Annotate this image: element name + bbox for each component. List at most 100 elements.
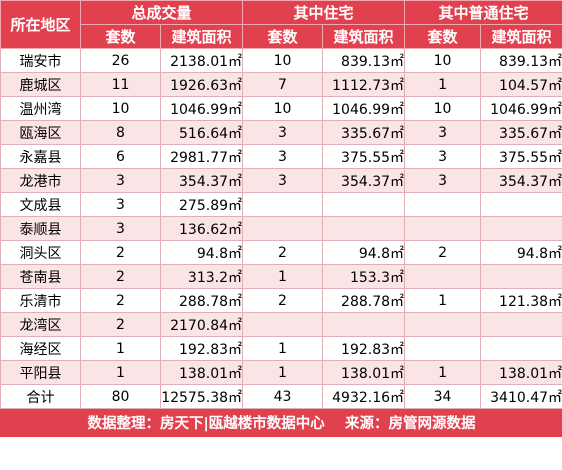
total-cell-ordinary-area: 3410.47㎡ [480, 384, 562, 409]
cell-total-area: 136.62㎡ [159, 216, 244, 241]
cell-total-count: 2 [80, 240, 161, 265]
cell-ordinary-area: 104.57㎡ [480, 72, 562, 97]
cell-residential-area: 94.8㎡ [322, 240, 406, 265]
cell-total-count: 2 [80, 312, 161, 337]
cell-residential-area: 153.3㎡ [322, 264, 406, 289]
cell-region: 平阳县 [0, 360, 81, 385]
cell-total-area: 192.83㎡ [159, 336, 244, 361]
cell-ordinary-count [404, 264, 482, 289]
header-row-groups: 所在地区 总成交量 其中住宅 其中普通住宅 [0, 0, 562, 49]
cell-ordinary-count: 3 [404, 144, 482, 169]
transaction-table: 所在地区 总成交量 其中住宅 其中普通住宅 套数 建筑面积 套数 建筑面积 套数… [0, 0, 562, 437]
cell-residential-count: 10 [242, 96, 324, 121]
cell-total-area: 288.78㎡ [159, 288, 244, 313]
header-residential-area: 建筑面积 [322, 24, 406, 49]
cell-residential-area [322, 312, 406, 337]
cell-residential-count: 2 [242, 288, 324, 313]
cell-ordinary-area: 121.38㎡ [480, 288, 562, 313]
cell-total-area: 2138.01㎡ [159, 48, 244, 73]
table-row: 瓯海区 8 516.64㎡ 3 335.67㎡ 3 335.67㎡ [0, 120, 562, 145]
table-row: 温州湾 10 1046.99㎡ 10 1046.99㎡ 10 1046.99㎡ [0, 96, 562, 121]
cell-total-area: 2170.84㎡ [159, 312, 244, 337]
header-total-count: 套数 [80, 24, 161, 49]
cell-total-count: 11 [80, 72, 161, 97]
cell-ordinary-area: 138.01㎡ [480, 360, 562, 385]
cell-residential-count: 2 [242, 240, 324, 265]
cell-residential-count: 3 [242, 120, 324, 145]
cell-ordinary-count [404, 336, 482, 361]
cell-ordinary-area [480, 312, 562, 337]
cell-ordinary-count [404, 216, 482, 241]
cell-ordinary-count [404, 312, 482, 337]
cell-total-count: 2 [80, 264, 161, 289]
cell-residential-count: 1 [242, 336, 324, 361]
cell-total-count: 1 [80, 360, 161, 385]
header-ordinary-count: 套数 [404, 24, 482, 49]
cell-ordinary-count: 3 [404, 168, 482, 193]
cell-ordinary-area: 94.8㎡ [480, 240, 562, 265]
table-row: 苍南县 2 313.2㎡ 1 153.3㎡ [0, 264, 562, 289]
cell-region: 温州湾 [0, 96, 81, 121]
cell-residential-area [322, 216, 406, 241]
cell-region: 苍南县 [0, 264, 81, 289]
cell-total-area: 138.01㎡ [159, 360, 244, 385]
cell-residential-area: 335.67㎡ [322, 120, 406, 145]
cell-region: 瑞安市 [0, 48, 81, 73]
cell-residential-area: 839.13㎡ [322, 48, 406, 73]
header-residential-count: 套数 [242, 24, 324, 49]
cell-region: 龙港市 [0, 168, 81, 193]
cell-total-count: 2 [80, 288, 161, 313]
cell-residential-count: 3 [242, 144, 324, 169]
cell-total-count: 1 [80, 336, 161, 361]
table-row: 永嘉县 6 2981.77㎡ 3 375.55㎡ 3 375.55㎡ [0, 144, 562, 169]
cell-ordinary-count: 10 [404, 96, 482, 121]
cell-region: 鹿城区 [0, 72, 81, 97]
cell-region: 瓯海区 [0, 120, 81, 145]
cell-total-count: 3 [80, 168, 161, 193]
header-row-sub: 套数 建筑面积 套数 建筑面积 套数 建筑面积 [1, 24, 562, 49]
cell-ordinary-area [480, 192, 562, 217]
cell-total-count: 8 [80, 120, 161, 145]
total-row: 合计 80 12575.38㎡ 43 4932.16㎡ 34 3410.47㎡ [0, 384, 562, 409]
total-cell-residential-count: 43 [242, 384, 324, 409]
footer-source-note: 数据整理：房天下|瓯越楼市数据中心 来源：房管网源数据 [0, 408, 562, 437]
cell-total-area: 354.37㎡ [159, 168, 244, 193]
cell-ordinary-area: 375.55㎡ [480, 144, 562, 169]
cell-ordinary-count: 3 [404, 120, 482, 145]
cell-ordinary-count: 1 [404, 360, 482, 385]
cell-total-count: 3 [80, 216, 161, 241]
total-cell-residential-area: 4932.16㎡ [322, 384, 406, 409]
cell-residential-area: 1046.99㎡ [322, 96, 406, 121]
cell-total-area: 94.8㎡ [159, 240, 244, 265]
total-cell-total-area: 12575.38㎡ [159, 384, 244, 409]
cell-total-area: 313.2㎡ [159, 264, 244, 289]
cell-residential-area: 192.83㎡ [322, 336, 406, 361]
table-row: 洞头区 2 94.8㎡ 2 94.8㎡ 2 94.8㎡ [0, 240, 562, 265]
cell-residential-count [242, 216, 324, 241]
cell-ordinary-area: 335.67㎡ [480, 120, 562, 145]
total-cell-total-count: 80 [80, 384, 161, 409]
cell-residential-count: 1 [242, 264, 324, 289]
cell-ordinary-area: 1046.99㎡ [480, 96, 562, 121]
cell-ordinary-area [480, 336, 562, 361]
total-cell-ordinary-count: 34 [404, 384, 482, 409]
table-row: 龙港市 3 354.37㎡ 3 354.37㎡ 3 354.37㎡ [0, 168, 562, 193]
cell-residential-count: 7 [242, 72, 324, 97]
cell-ordinary-count: 1 [404, 288, 482, 313]
cell-residential-area: 375.55㎡ [322, 144, 406, 169]
cell-residential-count: 10 [242, 48, 324, 73]
header-total-area: 建筑面积 [159, 24, 244, 49]
cell-total-area: 1046.99㎡ [159, 96, 244, 121]
cell-region: 乐清市 [0, 288, 81, 313]
cell-ordinary-area: 354.37㎡ [480, 168, 562, 193]
cell-residential-count [242, 192, 324, 217]
header-group-residential: 其中住宅 [242, 0, 406, 25]
cell-residential-area [322, 192, 406, 217]
cell-region: 龙湾区 [0, 312, 81, 337]
cell-residential-area: 1112.73㎡ [322, 72, 406, 97]
table-row: 平阳县 1 138.01㎡ 1 138.01㎡ 1 138.01㎡ [0, 360, 562, 385]
cell-region: 永嘉县 [0, 144, 81, 169]
header-group-total: 总成交量 [79, 0, 244, 25]
cell-ordinary-count: 2 [404, 240, 482, 265]
table-row: 泰顺县 3 136.62㎡ [0, 216, 562, 241]
